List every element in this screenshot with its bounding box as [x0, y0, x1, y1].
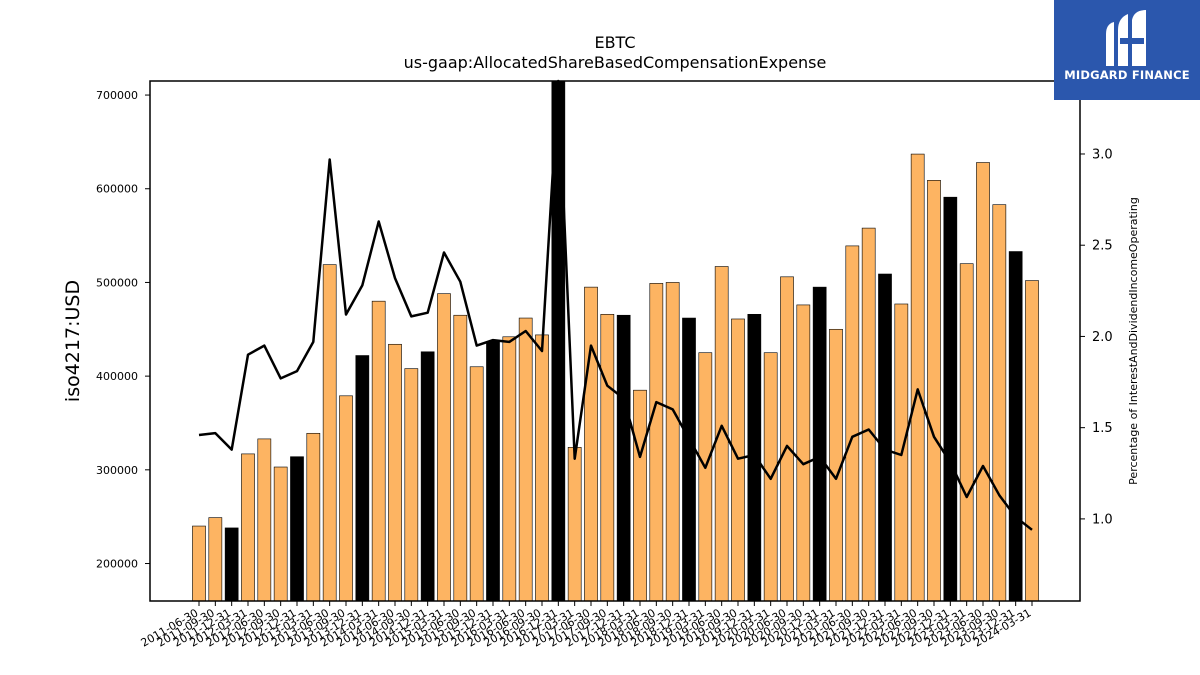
bar [976, 162, 990, 602]
y-tick-label: 500000 [96, 276, 138, 289]
x-axis: 2011-06-302011-09-302011-12-312012-03-31… [139, 601, 1034, 650]
right-y-axis: 1.0 1.5 2.0 2.5 3.0 [1080, 147, 1113, 527]
bar [616, 314, 631, 602]
bar [306, 432, 321, 602]
y2-tick-label: 2.5 [1092, 239, 1113, 254]
bar [747, 313, 762, 602]
bar [388, 343, 402, 602]
bar [486, 341, 500, 602]
bar [502, 336, 517, 602]
y-axis-label: iso4217:USD [62, 280, 84, 402]
y2-axis-label: Percentage of InterestAndDividendIncomeO… [1127, 197, 1140, 485]
bar [845, 245, 860, 602]
y-tick-label: 200000 [96, 558, 138, 571]
bar [600, 313, 615, 602]
bar [878, 273, 892, 602]
bar [584, 286, 598, 602]
plot-frame [149, 80, 1081, 602]
bar [633, 389, 647, 602]
chart-title: EBTC [594, 33, 635, 52]
bar [731, 318, 745, 602]
bar [257, 438, 272, 602]
bar [943, 196, 958, 602]
bar [192, 525, 206, 602]
bar [453, 314, 468, 602]
bar [796, 304, 811, 602]
bar [780, 276, 794, 602]
bar [1025, 280, 1039, 602]
bar [371, 300, 386, 602]
bar [208, 517, 223, 602]
y-tick-label: 300000 [96, 464, 138, 477]
bar [665, 282, 680, 602]
midgard-finance-logo: MIDGARD FINANCE [1054, 0, 1200, 100]
bar [437, 293, 451, 602]
bar [535, 334, 549, 602]
bar [224, 527, 239, 602]
bar [959, 263, 974, 602]
bar [241, 453, 255, 602]
bar [273, 466, 288, 602]
bar [910, 153, 925, 602]
chart-subtitle: us-gaap:AllocatedShareBasedCompensationE… [404, 53, 827, 72]
bar [518, 317, 533, 602]
bar [339, 395, 353, 602]
line-series [198, 79, 1033, 531]
bar [322, 264, 337, 602]
y2-tick-label: 1.0 [1092, 512, 1113, 527]
bar [355, 355, 370, 602]
y-tick-label: 700000 [96, 89, 138, 102]
bar [290, 456, 304, 602]
line-path [198, 79, 1033, 531]
y-tick-label: 400000 [96, 370, 138, 383]
bar-series [192, 80, 1039, 602]
midgard-logo-icon [1106, 10, 1146, 66]
bar [992, 204, 1007, 602]
bar [861, 227, 876, 602]
bar [927, 180, 941, 602]
bar [469, 366, 484, 602]
bar [404, 368, 419, 602]
y2-tick-label: 2.0 [1092, 330, 1113, 345]
y2-tick-label: 3.0 [1092, 147, 1113, 162]
bar [649, 283, 664, 602]
y-tick-label: 600000 [96, 183, 138, 196]
logo-text: MIDGARD FINANCE [1064, 68, 1190, 82]
bar [1008, 251, 1023, 602]
bar [698, 352, 713, 602]
bar [420, 351, 435, 602]
bar [567, 447, 582, 602]
bar [682, 317, 696, 602]
y2-tick-label: 1.5 [1092, 421, 1113, 436]
bar [812, 286, 827, 602]
left-y-axis: 200000 300000 400000 500000 600000 700000 [96, 89, 150, 571]
